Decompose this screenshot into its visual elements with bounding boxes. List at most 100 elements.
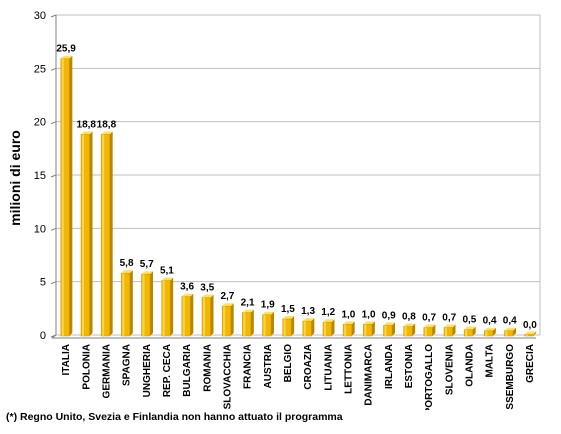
bar: [262, 311, 274, 337]
bar-top: [302, 318, 315, 322]
bar: [504, 327, 516, 337]
bar-front: [201, 297, 211, 337]
bar-front: [141, 273, 151, 337]
bar-top: [444, 324, 456, 328]
bar-side: [109, 131, 113, 336]
x-category-label: GERMANIA: [101, 344, 112, 398]
bar-front: [403, 326, 413, 337]
data-label: 0,4: [483, 316, 497, 327]
data-label: 2,7: [220, 291, 234, 302]
x-category-label: REP. CECA: [162, 344, 173, 397]
x-category-label: PORTOGALLO: [424, 344, 435, 410]
y-tick-label: 5: [40, 277, 46, 289]
bar-top: [60, 55, 73, 59]
x-category-label: LITUANIA: [323, 344, 334, 391]
x-category-label: CROAZIA: [303, 344, 314, 390]
bar: [201, 294, 214, 337]
bar-top: [343, 321, 355, 325]
x-category-label: IRLANDA: [384, 344, 395, 389]
x-category-label: UNGHERIA: [142, 344, 153, 397]
x-category-label: LUSSEMBURGO: [505, 344, 516, 410]
data-label: 3,5: [200, 283, 214, 294]
data-label: 25,9: [56, 44, 76, 55]
bar-highlight: [122, 273, 125, 336]
bar-front: [181, 296, 191, 337]
bar-top: [464, 326, 476, 330]
data-label: 1,3: [301, 306, 315, 317]
bar-highlight: [445, 327, 447, 336]
bar-top: [282, 316, 295, 319]
y-tick-label: 15: [34, 170, 46, 182]
bar-side: [190, 293, 194, 336]
bar-front: [302, 320, 312, 337]
bar-top: [101, 131, 113, 135]
bar: [181, 293, 194, 337]
x-category-label: ROMANIA: [202, 344, 213, 392]
data-label: 0,4: [503, 316, 517, 327]
bar-side: [331, 319, 335, 336]
bar-front: [161, 280, 171, 337]
bar-front: [484, 330, 494, 337]
bar-side: [432, 324, 436, 336]
bar-top: [504, 327, 516, 331]
bar: [80, 131, 93, 337]
bar-top: [161, 277, 174, 281]
y-tick-mark: [50, 14, 57, 18]
bar-highlight: [61, 58, 64, 336]
y-tick-mark: [50, 67, 57, 71]
bar-top: [403, 323, 416, 327]
bar-highlight: [182, 296, 185, 336]
bar-side: [170, 277, 174, 336]
bar-highlight: [162, 280, 165, 336]
bar-front: [322, 321, 332, 337]
data-label: 1,9: [261, 300, 275, 311]
bar-side: [69, 55, 73, 336]
y-tick-label: 0: [40, 330, 46, 342]
x-category-label: SPAGNA: [122, 344, 133, 386]
bar-highlight: [485, 330, 488, 336]
y-tick-mark: [50, 227, 57, 231]
bar-highlight: [505, 330, 508, 336]
data-label: 0,5: [462, 315, 476, 326]
x-category-label: SLOVACCHIA: [222, 344, 233, 409]
bar: [524, 331, 537, 337]
bar-top: [383, 322, 395, 326]
bar-side: [210, 294, 214, 336]
bar-top: [363, 321, 375, 325]
data-labels: 25,9 18,8 18,8 5,8 5,7 5,1 3,6 3,5 2,7 2,1 1,9 1,5 1…: [56, 44, 537, 331]
bar-top: [524, 331, 537, 335]
data-label: 5,7: [140, 259, 154, 270]
bar: [242, 309, 254, 337]
gridlines: [56, 14, 540, 336]
data-label: 18,8: [97, 119, 117, 130]
bar: [121, 270, 133, 337]
bar: [100, 131, 113, 337]
y-tick-mark: [50, 121, 57, 125]
bar-chart: 25,9 18,8 18,8 5,8 5,7 5,1 3,6 3,5 2,7 2,1 1,9 1,5 1…: [7, 10, 541, 410]
x-category-label: BULGARIA: [182, 344, 193, 397]
bar-highlight: [82, 134, 84, 336]
bar-top: [202, 294, 214, 298]
bar-side: [472, 326, 476, 336]
bar-top: [423, 324, 436, 328]
data-label: 5,1: [160, 266, 174, 277]
axes: [50, 14, 541, 339]
bar-top: [484, 327, 496, 331]
y-tick-mark: [50, 174, 57, 178]
bar-front: [242, 312, 252, 337]
bar-front: [221, 305, 231, 337]
x-category-label: FRANCIA: [243, 344, 254, 389]
y-tick-label: 10: [34, 223, 46, 235]
bar: [443, 324, 456, 337]
bar: [141, 271, 153, 337]
bar-top: [181, 293, 194, 297]
data-label: 2,1: [241, 298, 255, 309]
bar: [302, 318, 315, 337]
bar-side: [412, 323, 416, 336]
bar-highlight: [525, 334, 528, 336]
bar-front: [80, 134, 90, 337]
x-category-labels: ITALIA POLONIA GERMANIA SPAGNA UNGHERIA REP. …: [61, 344, 536, 410]
bar-side: [371, 321, 375, 336]
bar-highlight: [142, 274, 145, 336]
data-label: 0,0: [523, 320, 537, 331]
